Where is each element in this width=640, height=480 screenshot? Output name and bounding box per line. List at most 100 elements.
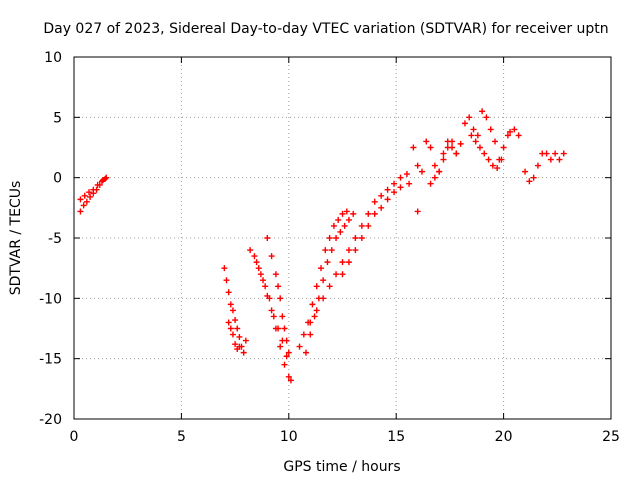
data-point bbox=[296, 343, 303, 350]
data-point bbox=[277, 343, 284, 350]
data-point bbox=[352, 235, 359, 241]
data-point bbox=[234, 325, 241, 332]
data-point bbox=[320, 277, 327, 284]
data-point bbox=[223, 277, 230, 284]
data-point bbox=[257, 271, 264, 278]
data-point bbox=[397, 174, 404, 181]
data-point bbox=[320, 295, 327, 302]
data-point bbox=[268, 307, 275, 314]
data-point bbox=[431, 174, 438, 181]
data-point bbox=[472, 138, 479, 145]
data-point bbox=[449, 138, 456, 145]
y-tick-label: 10 bbox=[44, 50, 62, 66]
data-point bbox=[414, 162, 421, 169]
data-point bbox=[345, 247, 352, 254]
data-point bbox=[358, 235, 365, 241]
data-point bbox=[81, 192, 88, 199]
data-point bbox=[232, 341, 239, 348]
data-point bbox=[547, 156, 554, 163]
data-point bbox=[275, 325, 282, 332]
data-point bbox=[307, 319, 314, 326]
data-point bbox=[242, 337, 249, 344]
data-point bbox=[86, 189, 93, 196]
y-tick-label: -20 bbox=[39, 412, 62, 428]
data-point bbox=[318, 265, 325, 272]
y-tick-label: -10 bbox=[39, 291, 62, 307]
data-point bbox=[444, 144, 451, 151]
data-point bbox=[371, 210, 378, 217]
data-point bbox=[418, 168, 425, 175]
data-point bbox=[313, 283, 320, 290]
data-point bbox=[90, 186, 97, 193]
data-point bbox=[530, 174, 537, 181]
data-point bbox=[345, 259, 352, 266]
data-point bbox=[453, 150, 460, 157]
data-point bbox=[300, 331, 307, 338]
data-point bbox=[440, 156, 447, 163]
data-point bbox=[247, 247, 254, 254]
data-point bbox=[556, 156, 563, 163]
data-point bbox=[489, 162, 496, 169]
data-point bbox=[391, 180, 398, 187]
data-point bbox=[251, 253, 258, 260]
data-point bbox=[337, 228, 344, 235]
data-point bbox=[307, 331, 314, 338]
data-point bbox=[268, 253, 275, 260]
data-point bbox=[302, 349, 309, 356]
data-point bbox=[358, 222, 365, 229]
data-point bbox=[322, 247, 329, 254]
x-tick-label: 10 bbox=[280, 429, 298, 445]
data-point bbox=[343, 208, 350, 215]
data-point bbox=[350, 210, 357, 217]
data-point bbox=[253, 259, 260, 266]
data-point bbox=[543, 150, 550, 157]
data-point bbox=[498, 156, 505, 163]
data-point bbox=[221, 265, 228, 272]
data-point bbox=[468, 132, 475, 139]
data-point bbox=[500, 144, 507, 151]
data-point bbox=[483, 114, 490, 121]
data-point bbox=[552, 150, 559, 157]
data-point bbox=[511, 126, 518, 133]
data-point bbox=[326, 283, 333, 290]
data-point bbox=[266, 295, 273, 302]
data-point bbox=[479, 108, 486, 115]
data-point bbox=[232, 317, 239, 324]
data-point bbox=[283, 337, 290, 344]
data-point bbox=[470, 126, 477, 133]
data-point bbox=[339, 210, 346, 217]
grid bbox=[74, 57, 611, 419]
data-point bbox=[522, 168, 529, 175]
data-point bbox=[481, 150, 488, 157]
data-point bbox=[339, 271, 346, 278]
x-tick-label: 15 bbox=[387, 429, 405, 445]
data-point bbox=[339, 259, 346, 266]
y-axis-label: SDTVAR / TECUs bbox=[8, 181, 24, 296]
y-tick-label: 5 bbox=[53, 110, 62, 126]
data-point bbox=[335, 216, 342, 223]
data-point bbox=[330, 222, 337, 229]
data-point bbox=[341, 222, 348, 229]
data-point bbox=[427, 144, 434, 151]
data-point bbox=[378, 204, 385, 211]
data-point bbox=[103, 174, 110, 181]
data-point bbox=[436, 168, 443, 175]
data-point bbox=[352, 247, 359, 254]
data-point bbox=[281, 361, 288, 368]
y-tick-label: 0 bbox=[53, 171, 62, 187]
data-point bbox=[328, 247, 335, 254]
x-tick-label: 20 bbox=[495, 429, 513, 445]
data-point bbox=[272, 271, 279, 278]
data-point bbox=[87, 193, 94, 200]
data-point bbox=[236, 333, 243, 340]
data-point bbox=[264, 235, 271, 241]
data-point bbox=[431, 162, 438, 169]
data-point bbox=[423, 138, 430, 145]
data-point bbox=[225, 319, 232, 326]
data-point bbox=[324, 259, 331, 266]
data-point bbox=[440, 150, 447, 157]
data-point bbox=[313, 307, 320, 314]
data-point bbox=[227, 301, 234, 308]
data-point bbox=[492, 138, 499, 145]
